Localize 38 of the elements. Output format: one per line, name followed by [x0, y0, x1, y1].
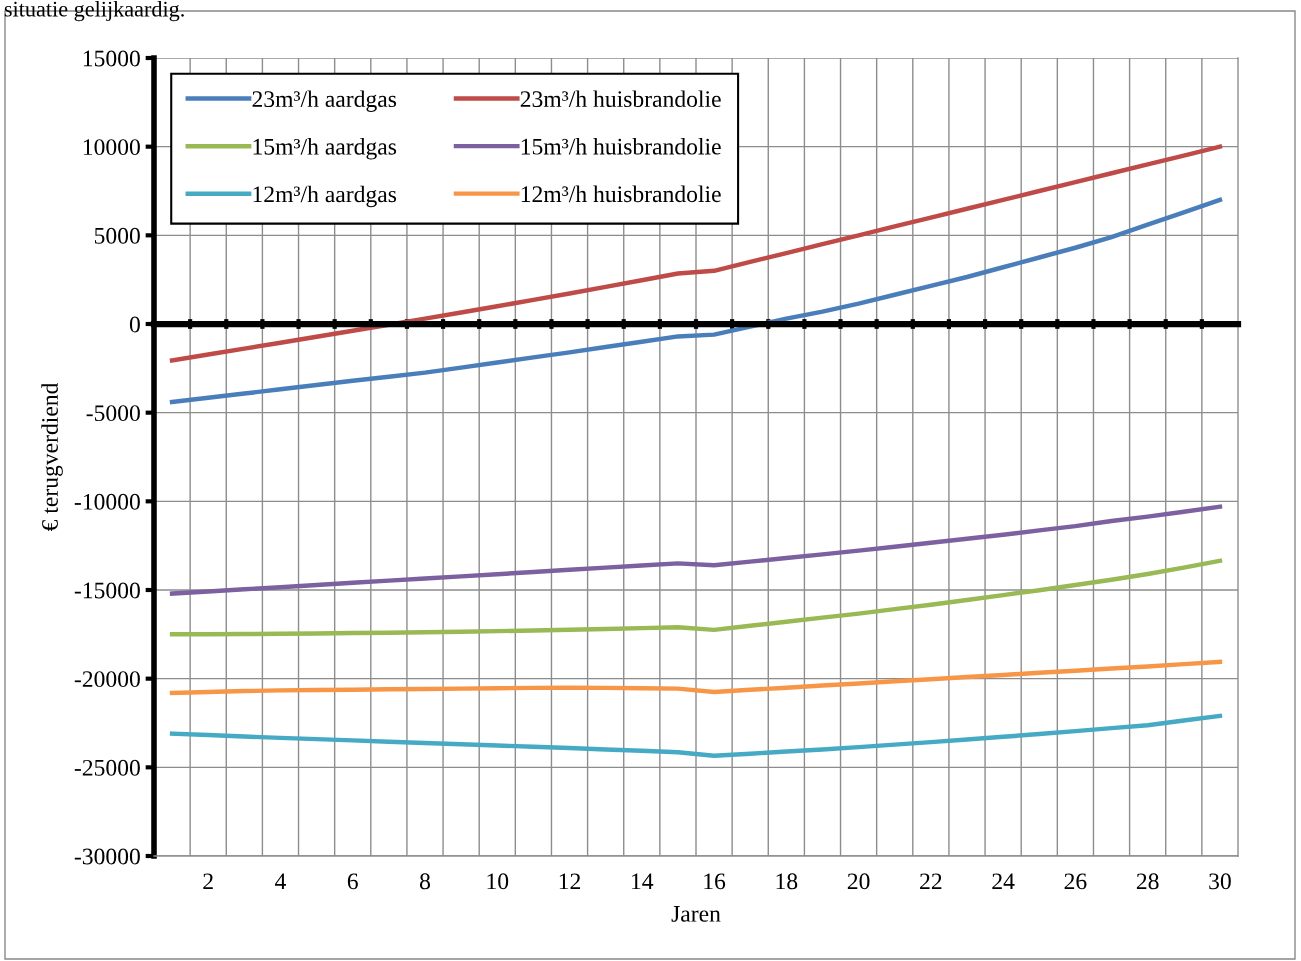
- line-series: [169, 558, 1223, 637]
- y-tick-label: 10000: [83, 139, 140, 156]
- legend-label: 12m³/h huisbrandolie: [521, 185, 721, 203]
- line-series: [169, 504, 1223, 596]
- x-tick-label: 18: [776, 873, 798, 890]
- legend-label: 23m³/h aardgas: [252, 90, 397, 112]
- x-tick-label: 20: [847, 873, 870, 890]
- legend-label: 15m³/h aardgas: [253, 138, 397, 160]
- line-series: [169, 713, 1223, 759]
- y-tick-label: -30000: [74, 848, 140, 865]
- x-tick-label: 24: [992, 873, 1015, 890]
- y-tick-label: -15000: [74, 582, 140, 599]
- x-tick-label: 2: [203, 873, 213, 890]
- x-tick-label: 6: [347, 873, 358, 890]
- text: situatie gelijkaardig.: [4, 0, 184, 22]
- legend-label: 15m³/h huisbrandolie: [521, 138, 721, 155]
- x-tick-label: 8: [420, 873, 430, 890]
- legend-label: 12m³/h aardgas: [253, 185, 397, 208]
- x-axis-title: Jaren: [671, 906, 721, 922]
- legend-label: 23m³/h huisbrandolie: [520, 90, 721, 108]
- y-axis-title: € terugverdiend: [41, 382, 63, 532]
- x-tick-label: 10: [487, 873, 509, 890]
- y-tick-label: 5000: [94, 227, 140, 244]
- x-tick-label: 30: [1209, 873, 1231, 890]
- y-tick-label: 0: [129, 316, 140, 333]
- y-tick-label: -20000: [74, 671, 140, 688]
- y-tick-label: -10000: [74, 493, 140, 510]
- x-tick-label: 14: [632, 873, 654, 890]
- x-tick-label: 26: [1064, 873, 1087, 890]
- x-tick-label: 16: [704, 873, 726, 890]
- x-tick-label: 4: [275, 873, 286, 890]
- y-tick-label: -25000: [74, 759, 140, 776]
- x-tick-label: 22: [920, 873, 942, 890]
- x-tick-label: 28: [1136, 873, 1159, 890]
- y-tick-label: -5000: [86, 405, 140, 422]
- y-tick-label: 15000: [83, 50, 140, 67]
- line-series: [169, 659, 1223, 696]
- x-tick-label: 12: [559, 873, 581, 890]
